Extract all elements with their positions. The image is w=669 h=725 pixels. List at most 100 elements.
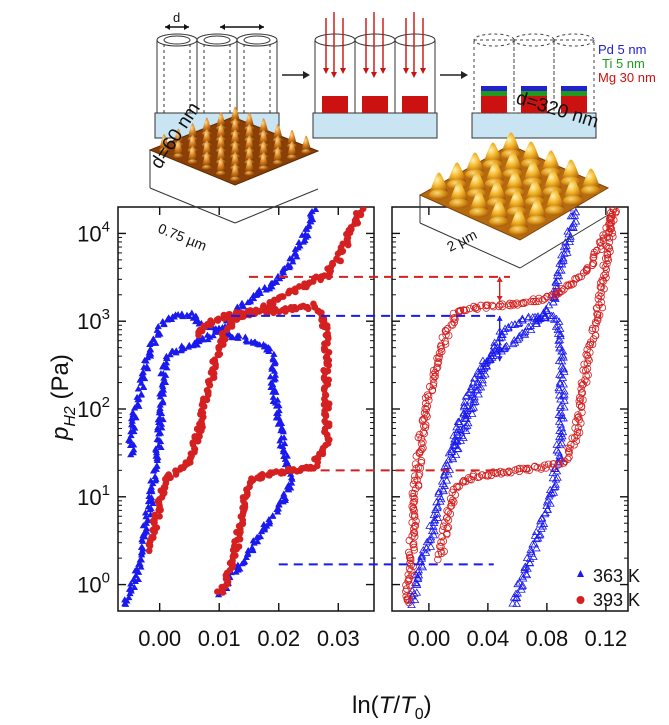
data-point	[275, 406, 283, 414]
data-point	[601, 270, 610, 278]
x-tick-label: 0.12	[584, 626, 627, 651]
series-363k-branch	[121, 207, 320, 607]
x-tick-label: 0.03	[317, 626, 360, 651]
afm-nanodot	[469, 190, 489, 213]
data-point	[162, 352, 171, 360]
data-point	[438, 485, 448, 493]
data-point	[426, 532, 436, 541]
data-point	[467, 382, 476, 391]
data-point	[266, 373, 275, 380]
data-point	[472, 386, 481, 394]
y-axis-title: pH2 (Pa)	[47, 354, 79, 441]
data-point	[478, 371, 488, 380]
data-point	[446, 445, 456, 453]
y-tick-label: 101	[77, 482, 110, 510]
legend: 363 K 393 K	[576, 566, 640, 610]
data-point	[276, 418, 284, 425]
data-point	[571, 217, 581, 225]
data-point	[417, 445, 426, 454]
data-point	[319, 273, 326, 280]
data-point	[410, 595, 420, 603]
data-point	[172, 347, 180, 354]
data-point	[508, 339, 518, 348]
data-point	[456, 428, 466, 436]
data-point	[520, 327, 530, 335]
data-point	[554, 385, 564, 394]
afm-nanodot	[561, 159, 581, 182]
data-point	[471, 397, 480, 405]
arrow-head	[496, 276, 503, 301]
data-point	[256, 533, 265, 540]
axes-frame-left	[117, 206, 375, 612]
data-point	[127, 580, 135, 587]
data-point	[570, 441, 578, 449]
data-point	[599, 234, 607, 242]
data-point	[142, 357, 150, 364]
process-arrow-2	[440, 71, 468, 79]
afm-nanodot	[244, 157, 255, 174]
data-point	[555, 335, 565, 344]
data-point	[288, 255, 296, 262]
data-point	[230, 542, 238, 550]
data-point	[433, 354, 441, 362]
data-point	[125, 593, 133, 601]
data-point	[541, 304, 551, 313]
legend-item-393k: 393 K	[576, 590, 640, 610]
data-point	[550, 292, 560, 301]
data-point	[537, 513, 547, 522]
data-point	[413, 574, 423, 582]
data-point	[133, 565, 141, 572]
data-point	[450, 313, 459, 322]
series-393k-branch	[402, 207, 620, 607]
afm-nanodot	[527, 198, 547, 221]
legend-label-363k: 363 K	[593, 566, 640, 586]
data-point	[411, 578, 420, 586]
y-tick-label: 100	[77, 570, 110, 598]
data-point	[321, 417, 329, 425]
data-point	[476, 370, 486, 378]
nanodot-stacks	[481, 86, 587, 113]
data-point	[492, 469, 500, 478]
data-point	[408, 571, 416, 579]
data-point	[557, 250, 566, 259]
afm-nanodot	[230, 129, 241, 146]
data-point	[558, 287, 566, 295]
data-point	[465, 304, 474, 313]
data-point	[542, 501, 551, 510]
afm-nanodot	[485, 161, 505, 184]
data-point	[268, 283, 276, 290]
data-point	[433, 502, 443, 510]
data-point	[431, 372, 439, 380]
afm-nanodot-base	[563, 195, 583, 206]
afm-nanodot	[230, 163, 241, 180]
data-point	[421, 404, 429, 413]
data-point	[489, 302, 498, 311]
data-point	[568, 211, 577, 220]
data-point	[407, 556, 415, 565]
data-point	[453, 444, 462, 453]
data-point	[590, 248, 599, 257]
data-point	[504, 322, 513, 331]
afm-nanodot	[230, 106, 241, 123]
data-point	[135, 395, 143, 402]
data-point	[596, 283, 605, 291]
data-point	[557, 439, 567, 447]
data-point	[443, 461, 452, 469]
data-point	[514, 334, 524, 342]
data-point	[440, 481, 450, 489]
data-point	[518, 316, 527, 324]
data-point	[439, 522, 448, 530]
data-point	[445, 331, 453, 340]
data-point	[547, 291, 556, 299]
data-point	[138, 543, 146, 550]
data-point	[143, 517, 151, 524]
data-point	[559, 414, 568, 422]
series-363k-branch	[447, 311, 569, 607]
data-point	[417, 439, 426, 448]
data-point	[456, 306, 465, 315]
data-point	[409, 498, 417, 507]
data-point	[411, 532, 419, 541]
data-point	[153, 462, 161, 469]
data-point	[152, 452, 160, 459]
